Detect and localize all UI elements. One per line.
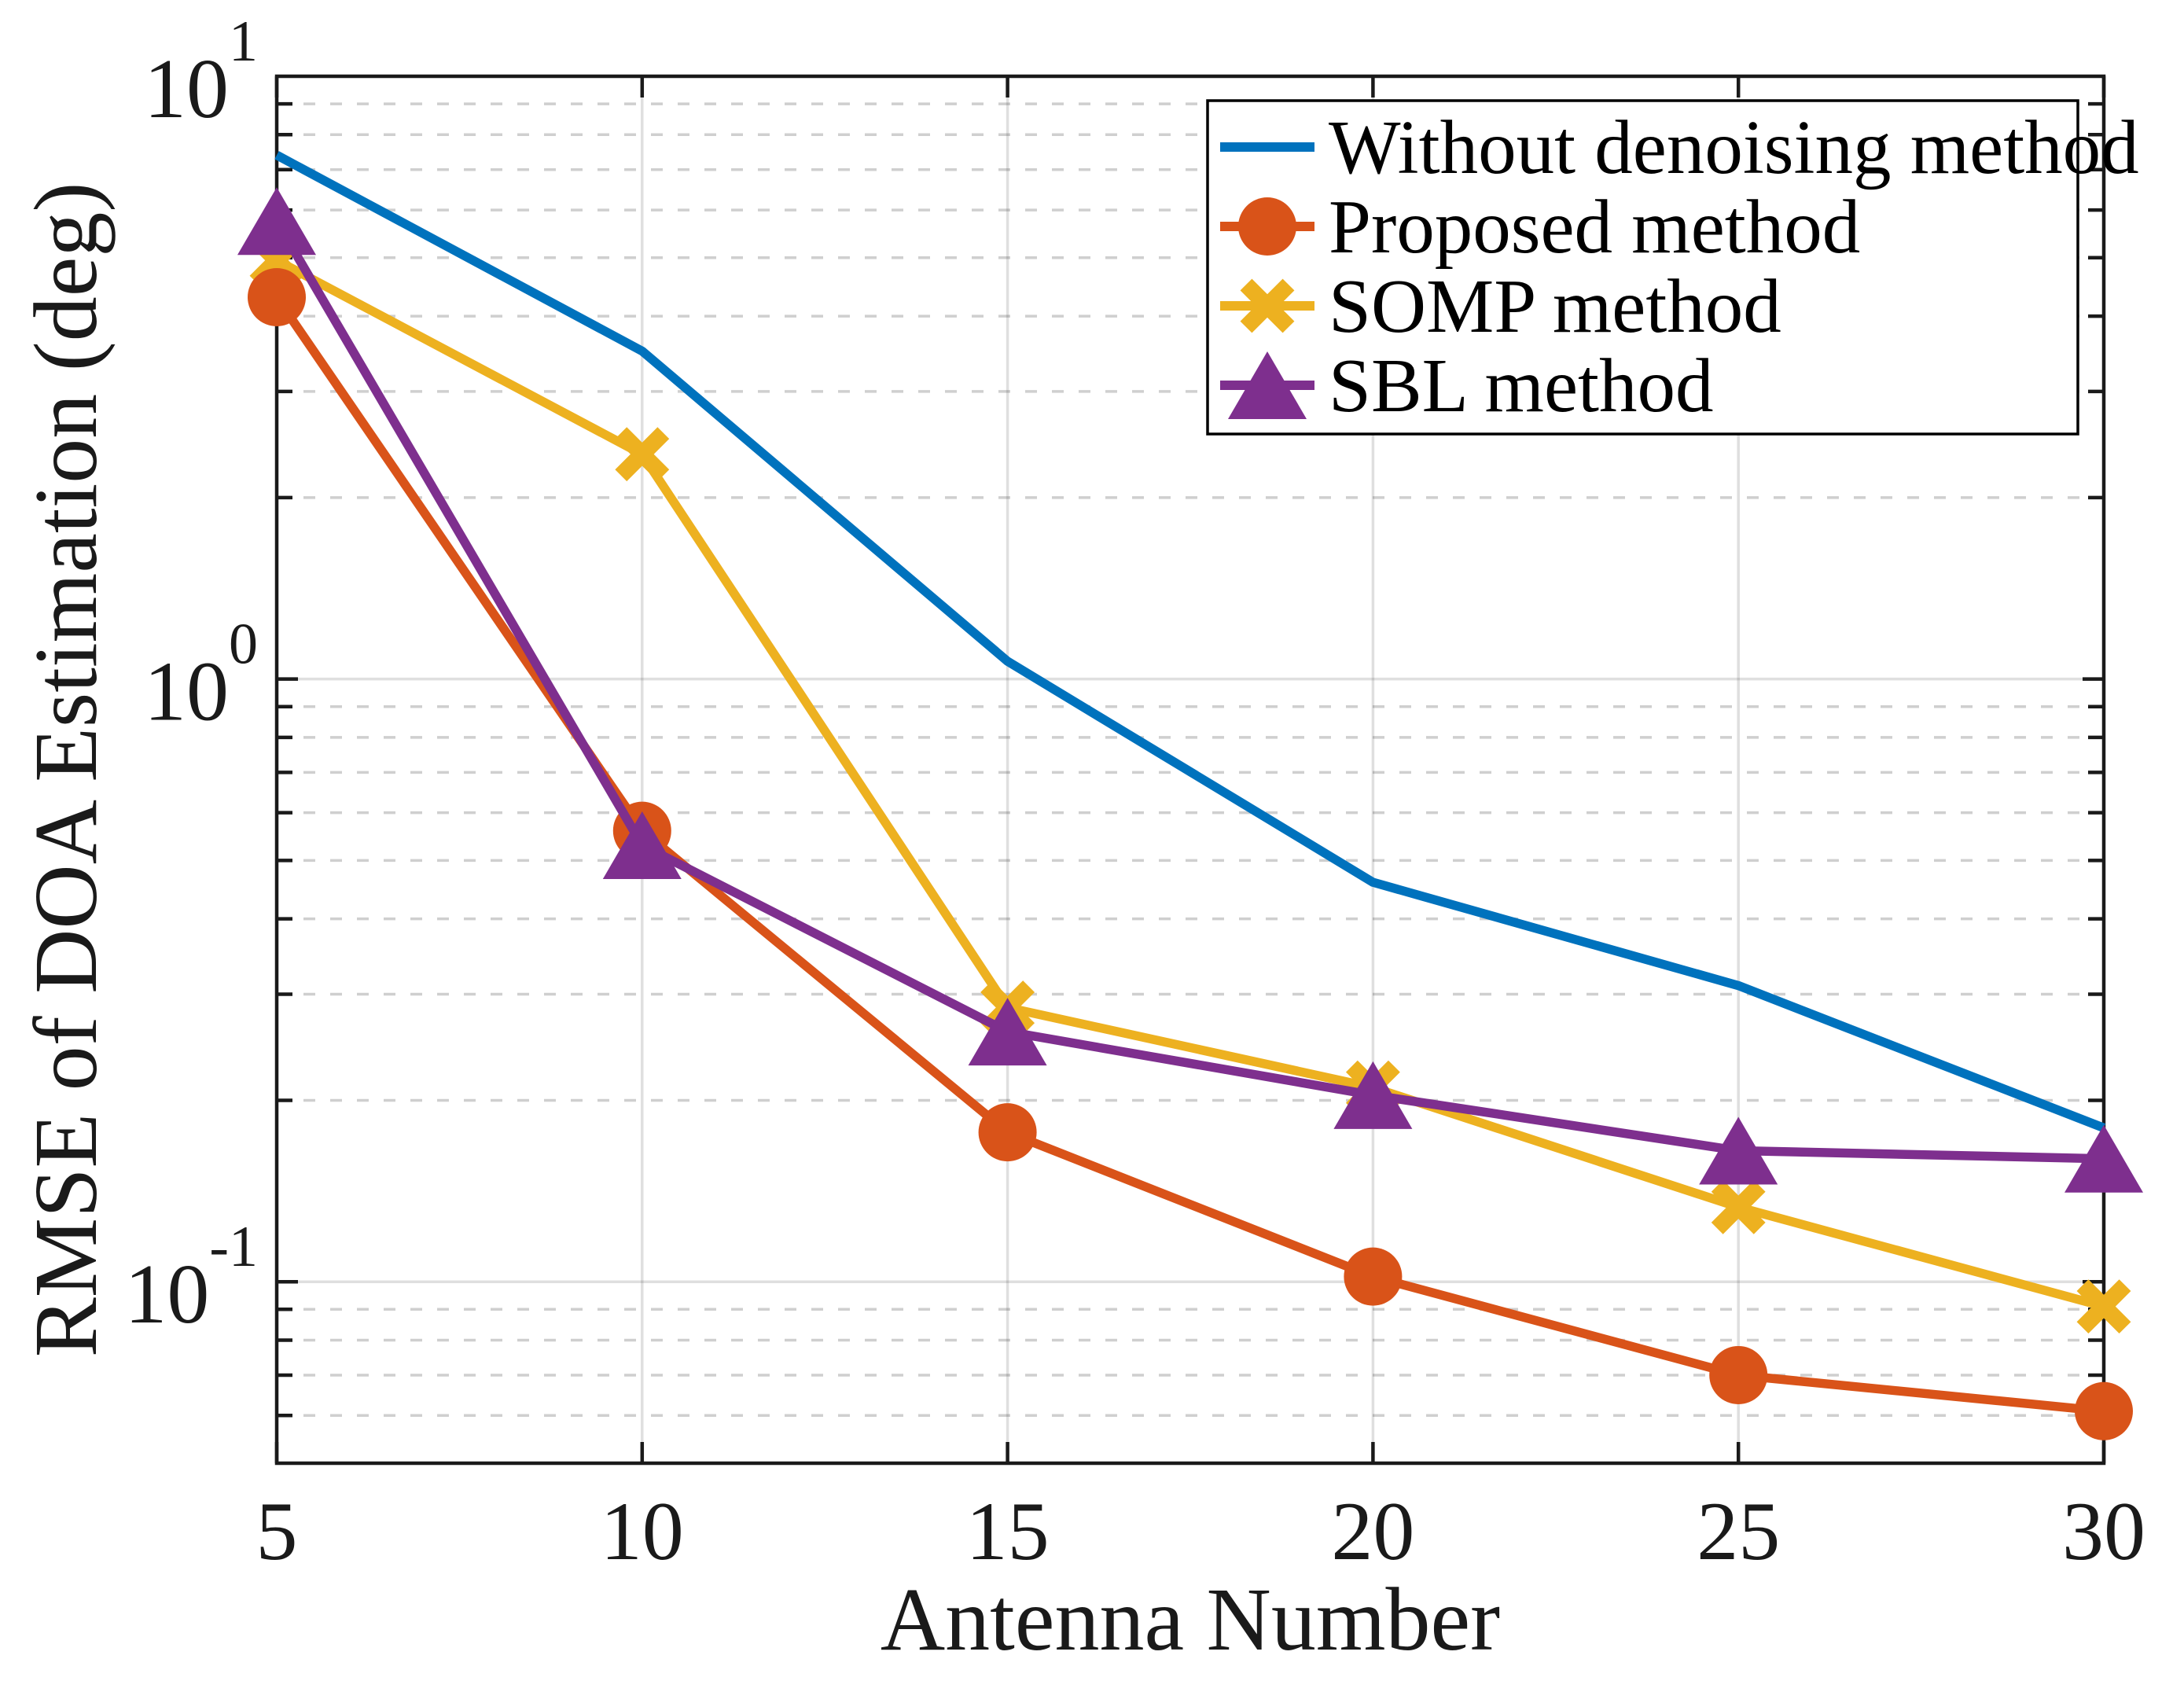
x-tick-label: 25 xyxy=(1697,1485,1780,1577)
y-tick-label: 101 xyxy=(144,9,258,136)
x-marker xyxy=(1711,1179,1766,1234)
minor-gridlines xyxy=(277,102,2104,1418)
legend-label: SOMP method xyxy=(1329,264,1781,348)
legend-box xyxy=(1206,99,2079,436)
x-axis-label: Antenna Number xyxy=(881,1569,1500,1669)
legend-item-somp-method: SOMP method xyxy=(1220,264,1781,348)
legend-item-proposed-method: Proposed method xyxy=(1220,185,1860,269)
x-tick-label: 5 xyxy=(256,1485,298,1577)
circle-marker xyxy=(978,1103,1037,1162)
series-line-without-denoising-method xyxy=(274,151,2106,1132)
circle-marker xyxy=(248,267,306,326)
triangle-marker xyxy=(968,998,1047,1066)
axes-box xyxy=(274,74,2106,1466)
triangle-marker xyxy=(2065,1124,2143,1193)
x-marker xyxy=(615,427,670,482)
x-tick-label: 30 xyxy=(2062,1485,2145,1577)
y-tick-labels: 101 100 10-1 xyxy=(124,9,258,1341)
legend-item-without-denoising-method: Without denoising method xyxy=(1220,105,2139,189)
series-line-sbl-method xyxy=(273,219,2105,1164)
triangle-marker xyxy=(1228,351,1307,419)
legend-item-sbl-method: SBL method xyxy=(1220,344,1714,428)
triangle-marker xyxy=(1699,1116,1778,1185)
x-tick-labels: 5 10 15 20 25 30 xyxy=(256,1485,2146,1577)
x-marker xyxy=(2076,1279,2131,1334)
legend-label: SBL method xyxy=(1329,344,1714,428)
triangle-marker xyxy=(237,187,316,256)
x-tick-label: 15 xyxy=(966,1485,1050,1577)
circle-marker xyxy=(1709,1345,1768,1404)
triangle-marker xyxy=(602,811,682,879)
series-sbl-method xyxy=(237,187,2143,1193)
y-axis-label: RMSE of DOA Estimation (deg) xyxy=(16,182,116,1358)
x-tick-label: 10 xyxy=(601,1485,684,1577)
circle-marker xyxy=(1238,197,1296,256)
x-marker xyxy=(1240,278,1295,333)
y-tick-label: 10-1 xyxy=(124,1215,258,1341)
circle-marker xyxy=(1344,1247,1403,1306)
y-tick-label: 100 xyxy=(144,612,258,739)
circle-marker xyxy=(2075,1381,2133,1440)
triangle-marker xyxy=(1333,1061,1413,1129)
series-without-denoising-method xyxy=(274,151,2106,1132)
series-line-somp-method xyxy=(274,256,2105,1311)
x-tick-label: 20 xyxy=(1331,1485,1414,1577)
legend-label: Without denoising method xyxy=(1329,105,2139,189)
legend-label: Proposed method xyxy=(1329,185,1860,269)
